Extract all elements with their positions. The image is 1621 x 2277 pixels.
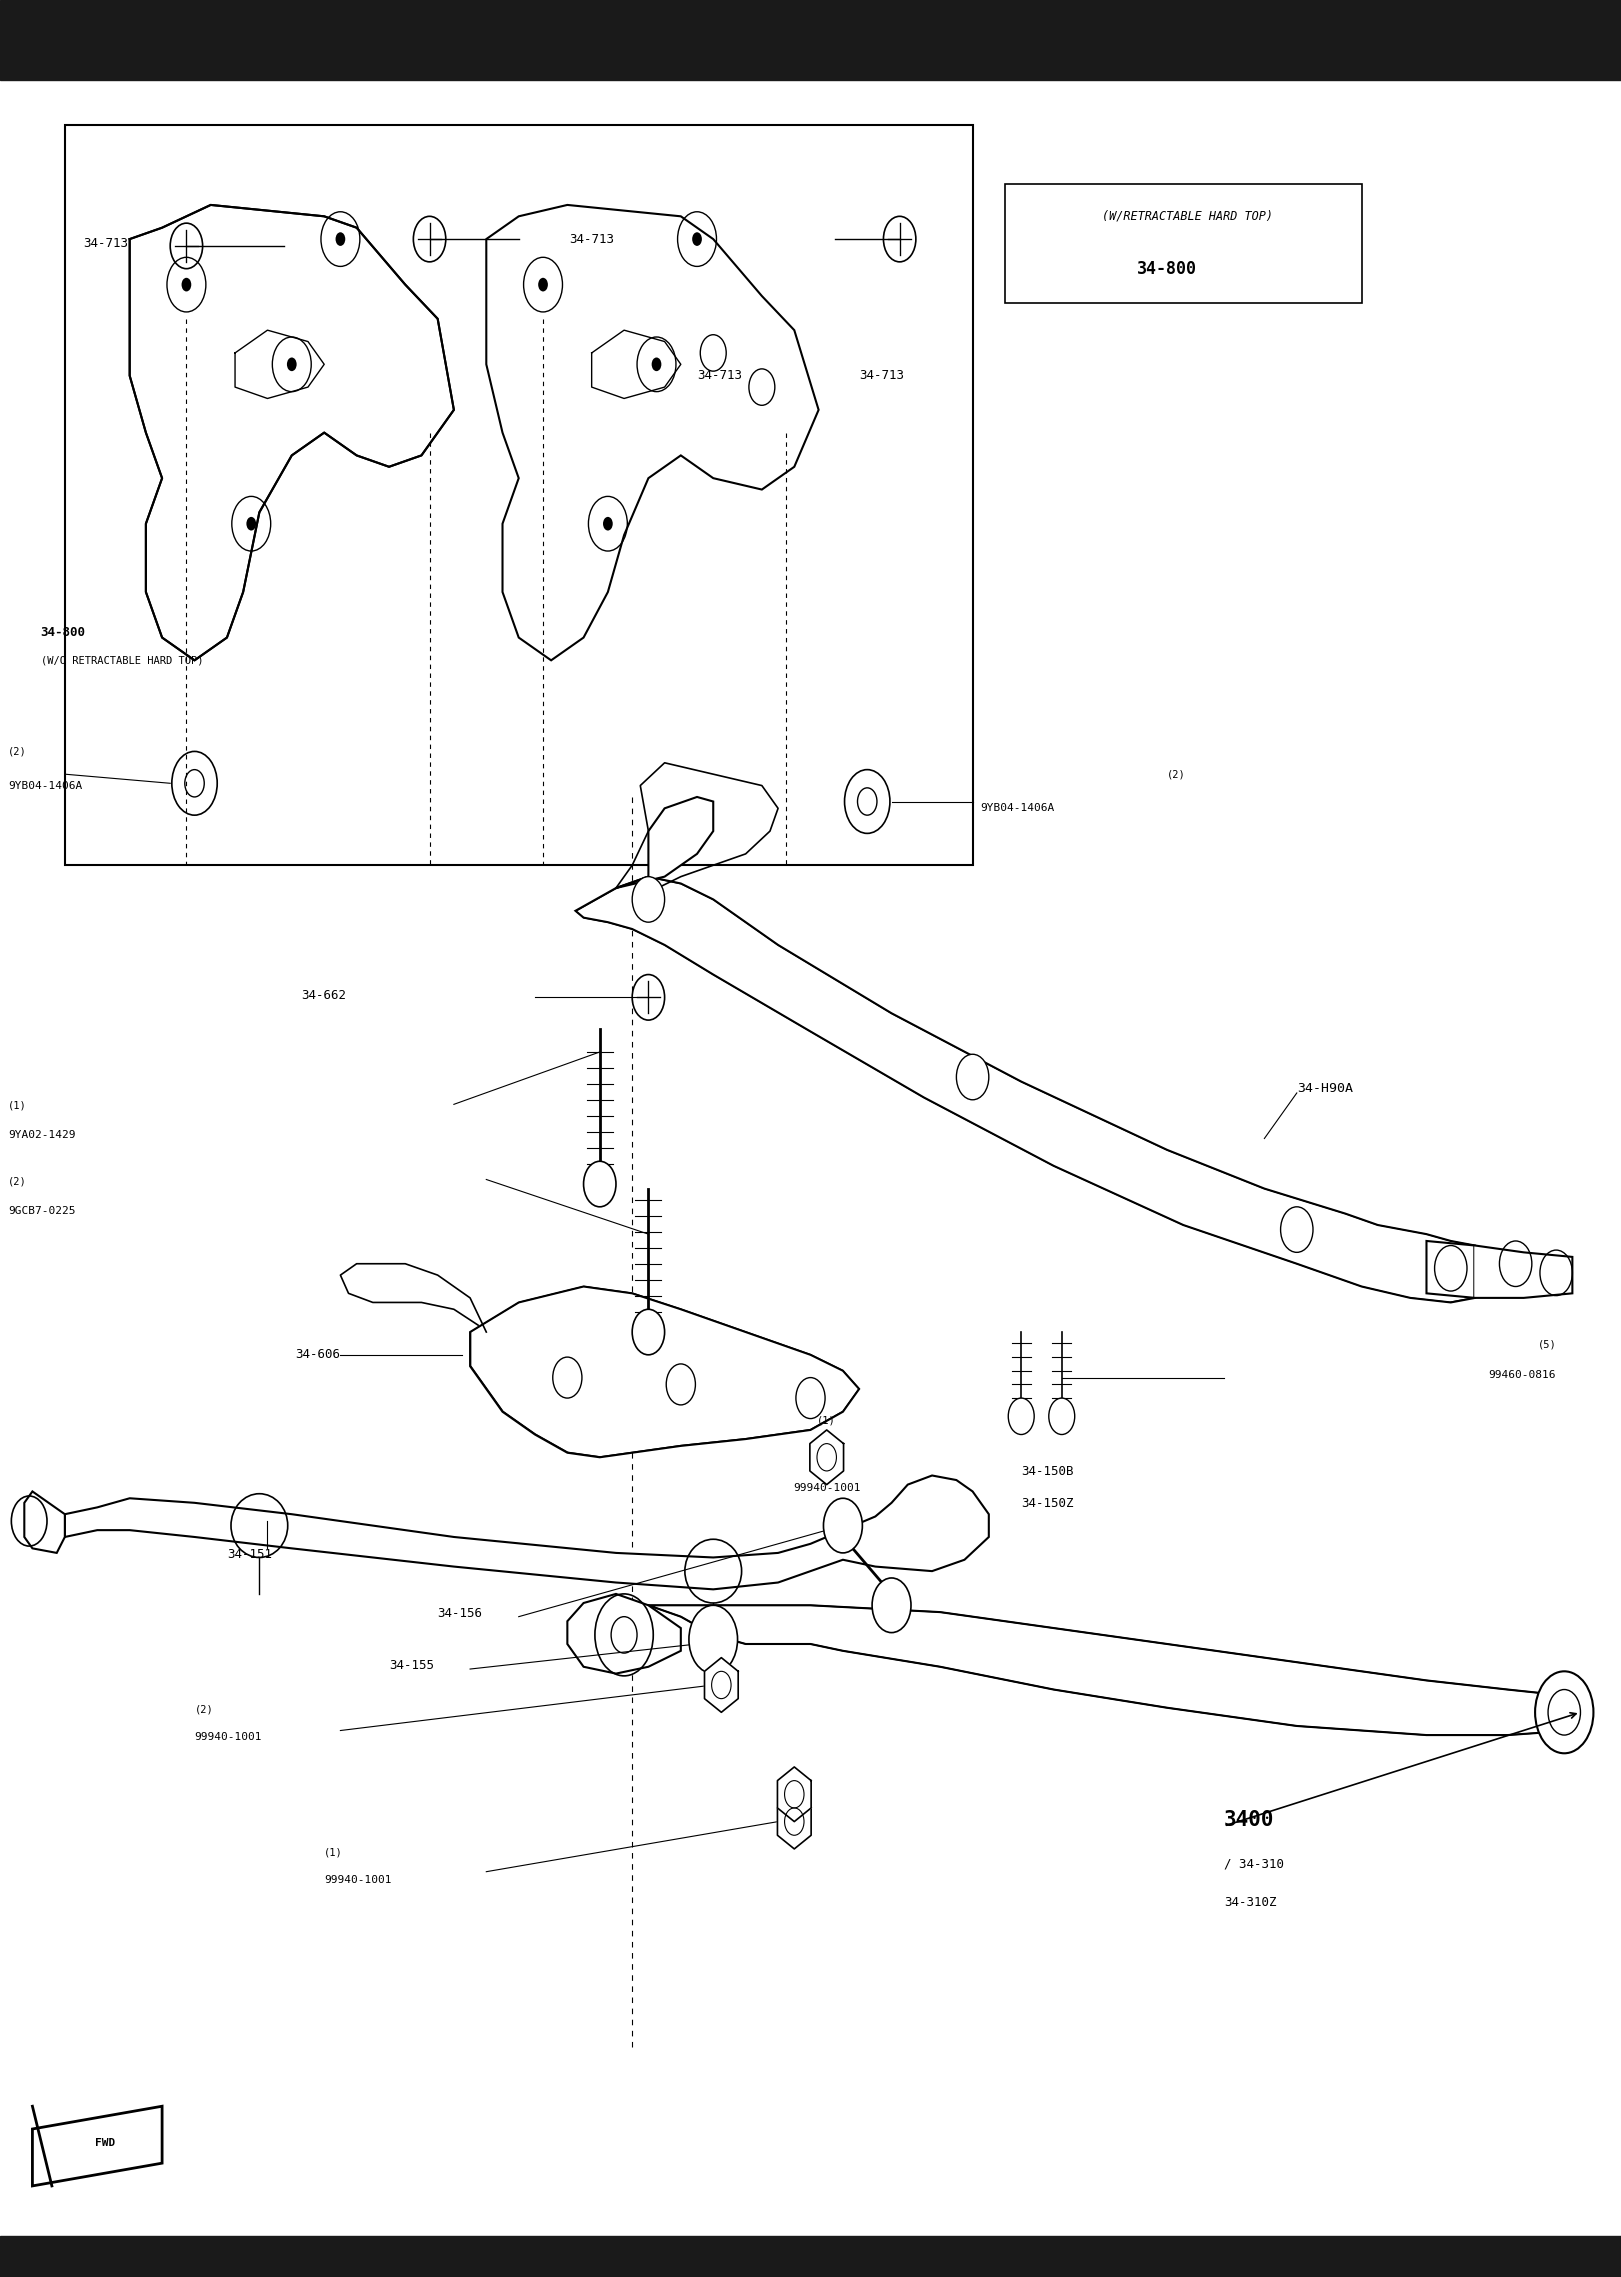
Text: (1): (1) — [817, 1414, 836, 1425]
Text: (2): (2) — [195, 1703, 214, 1715]
Circle shape — [872, 1578, 911, 1633]
Text: (5): (5) — [1537, 1339, 1556, 1350]
Polygon shape — [470, 1287, 859, 1457]
Polygon shape — [24, 1491, 65, 1553]
Polygon shape — [567, 1594, 681, 1674]
Text: 34-662: 34-662 — [302, 988, 347, 1002]
Text: 99940-1001: 99940-1001 — [793, 1482, 861, 1494]
Circle shape — [287, 357, 297, 371]
Text: 99460-0816: 99460-0816 — [1488, 1368, 1556, 1380]
Bar — [0, 0, 1621, 80]
Polygon shape — [616, 797, 713, 888]
Polygon shape — [648, 1605, 1572, 1735]
Polygon shape — [1426, 1241, 1572, 1298]
Text: 34-155: 34-155 — [389, 1660, 434, 1671]
Polygon shape — [65, 1475, 989, 1589]
Text: 34-150Z: 34-150Z — [1021, 1498, 1073, 1510]
Text: 34-156: 34-156 — [438, 1608, 483, 1619]
Text: 3400: 3400 — [1224, 1810, 1274, 1831]
Text: 9YA02-1429: 9YA02-1429 — [8, 1129, 76, 1141]
Text: (2): (2) — [8, 1175, 28, 1186]
Circle shape — [336, 232, 345, 246]
Text: 34-310Z: 34-310Z — [1224, 1897, 1276, 1908]
Polygon shape — [486, 205, 819, 660]
Circle shape — [823, 1498, 862, 1553]
Text: (W/O RETRACTABLE HARD TOP): (W/O RETRACTABLE HARD TOP) — [41, 656, 203, 665]
Circle shape — [1281, 1207, 1313, 1252]
Text: FWD: FWD — [96, 2138, 115, 2147]
Circle shape — [1435, 1246, 1467, 1291]
Circle shape — [1049, 1398, 1075, 1435]
Polygon shape — [32, 2106, 162, 2186]
Text: (2): (2) — [1167, 770, 1187, 779]
Circle shape — [603, 517, 613, 531]
Text: (2): (2) — [8, 747, 28, 756]
Polygon shape — [705, 1658, 738, 1712]
Polygon shape — [778, 1794, 810, 1849]
Text: 34-150B: 34-150B — [1021, 1466, 1073, 1478]
Text: 9GCB7-0225: 9GCB7-0225 — [8, 1205, 76, 1216]
Circle shape — [692, 232, 702, 246]
Polygon shape — [778, 1767, 810, 1822]
Text: (1): (1) — [324, 1847, 344, 1858]
Text: 34-713: 34-713 — [697, 369, 742, 383]
Text: 34-800: 34-800 — [41, 626, 86, 640]
Polygon shape — [810, 1430, 843, 1485]
Polygon shape — [130, 205, 454, 660]
Circle shape — [689, 1605, 738, 1674]
Circle shape — [632, 1309, 665, 1355]
Text: 34-606: 34-606 — [295, 1348, 340, 1362]
Text: 99940-1001: 99940-1001 — [324, 1874, 392, 1885]
Text: 34-H90A: 34-H90A — [1297, 1082, 1354, 1095]
Text: (W/RETRACTABLE HARD TOP): (W/RETRACTABLE HARD TOP) — [1102, 209, 1272, 223]
Circle shape — [1535, 1671, 1593, 1753]
Text: 34-713: 34-713 — [859, 369, 905, 383]
Text: / 34-310: / 34-310 — [1224, 1858, 1284, 1869]
Circle shape — [182, 278, 191, 291]
Circle shape — [652, 357, 661, 371]
Polygon shape — [575, 877, 1475, 1302]
Text: 99940-1001: 99940-1001 — [195, 1731, 263, 1742]
Circle shape — [246, 517, 256, 531]
Text: (1): (1) — [8, 1100, 28, 1111]
Circle shape — [632, 877, 665, 922]
Text: 34-713: 34-713 — [83, 237, 128, 250]
Text: 34-151: 34-151 — [227, 1548, 272, 1562]
Bar — [0, 2236, 1621, 2277]
Text: 34-800: 34-800 — [1136, 260, 1198, 278]
Text: 9YB04-1406A: 9YB04-1406A — [8, 781, 83, 790]
Circle shape — [1008, 1398, 1034, 1435]
Text: 9YB04-1406A: 9YB04-1406A — [981, 804, 1055, 813]
Circle shape — [538, 278, 548, 291]
Circle shape — [584, 1161, 616, 1207]
Text: 34-713: 34-713 — [569, 232, 614, 246]
Circle shape — [956, 1054, 989, 1100]
